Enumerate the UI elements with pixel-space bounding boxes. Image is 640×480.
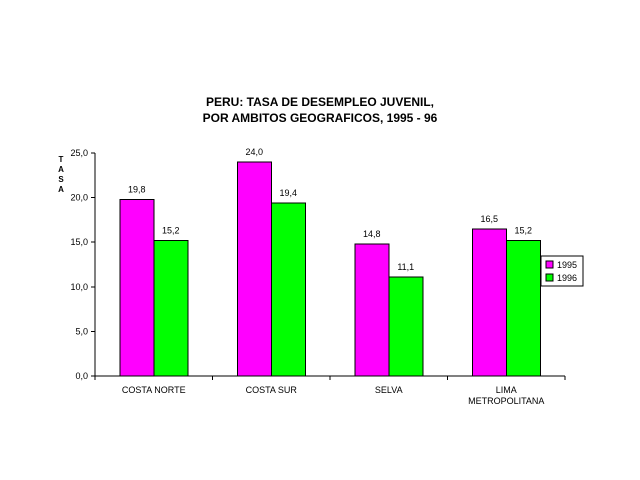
x-category-label: COSTA NORTE (122, 385, 186, 395)
bar-1996 (153, 239, 189, 377)
y-axis-label-letter: A (58, 185, 64, 194)
bar-value-label: 19,4 (279, 188, 297, 198)
legend-swatch (545, 260, 554, 269)
bars (119, 161, 541, 377)
bar-value-label: 11,1 (397, 262, 414, 272)
y-tick-label: 15,0 (70, 237, 88, 247)
y-axis-label-letter: S (58, 175, 64, 184)
y-tick-label: 5,0 (75, 326, 88, 336)
legend-swatch (545, 273, 554, 282)
x-category-label: SELVA (375, 385, 403, 395)
legend-label: 1995 (557, 260, 577, 270)
chart-title-line-2: POR AMBITOS GEOGRAFICOS, 1995 - 96 (203, 111, 438, 125)
y-tick-label: 10,0 (70, 282, 88, 292)
bar-1995 (236, 161, 272, 377)
x-axis-ticks: COSTA NORTE COSTA SUR SELVA LIMAMETROPOLITA… (94, 376, 566, 406)
bar-1996 (388, 276, 424, 377)
legend-label: 1996 (557, 273, 577, 283)
y-axis-label-letter: T (59, 155, 64, 164)
y-axis-label-letter: A (58, 165, 64, 174)
bar-1996 (270, 202, 306, 377)
x-category-label: COSTA SUR (246, 385, 298, 395)
bar-1995 (354, 243, 390, 377)
x-category-label: LIMA (496, 385, 517, 395)
bar-value-label: 24,0 (245, 147, 263, 157)
y-axis-ticks: 0,0 5,0 10,0 15,0 20,0 25,0 (70, 148, 95, 381)
y-axis-label: TASA (58, 155, 64, 194)
bar-1995 (471, 228, 507, 377)
bar-1996 (505, 239, 541, 377)
bar-value-label: 16,5 (480, 214, 498, 224)
legend: 1995 1996 (540, 255, 584, 287)
y-tick-label: 0,0 (75, 371, 88, 381)
bar-value-label: 14,8 (363, 229, 381, 239)
x-category-label: METROPOLITANA (468, 396, 544, 406)
bar-1995 (119, 198, 155, 377)
data-labels: 19,8 24,0 14,8 16,5 15,2 19,4 11,1 15,2 (128, 147, 532, 272)
bar-value-label: 19,8 (128, 184, 146, 194)
bar-value-label: 15,2 (162, 225, 180, 235)
y-tick-label: 25,0 (70, 148, 88, 158)
bar-value-label: 15,2 (514, 225, 532, 235)
y-tick-label: 20,0 (70, 193, 88, 203)
chart-title-line-1: PERU: TASA DE DESEMPLEO JUVENIL, (206, 95, 434, 109)
